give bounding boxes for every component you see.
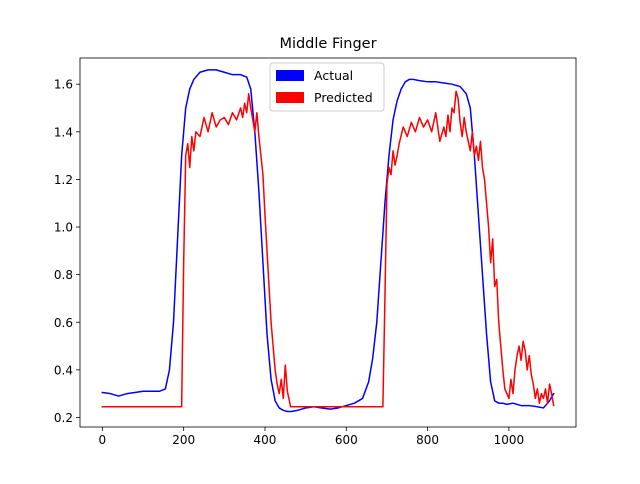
plot-area [101,69,555,413]
series-group [101,69,555,413]
x-tick-label: 0 [99,433,107,447]
y-tick-label: 0.2 [54,411,73,425]
legend-swatch-actual [276,70,304,81]
series-line-actual [101,69,555,413]
chart-title: Middle Finger [279,36,376,52]
x-tick-label: 400 [254,433,277,447]
series-line-predicted [101,90,555,408]
axes-frame [79,57,577,428]
y-tick-label: 0.4 [54,363,73,377]
y-tick-label: 0.8 [54,268,73,282]
x-tick-label: 1000 [494,433,525,447]
x-tick-label: 200 [172,433,195,447]
x-tick-label: 600 [335,433,358,447]
legend-label-predicted: Predicted [314,90,373,105]
x-tick-label: 800 [416,433,439,447]
y-tick-label: 1.4 [54,125,73,139]
y-tick-label: 1.2 [54,173,73,187]
y-tick-label: 1.6 [54,78,73,92]
legend-label-actual: Actual [314,68,353,83]
y-tick-label: 0.6 [54,316,73,330]
legend: Actual Predicted [269,62,385,112]
legend-swatch-predicted [276,92,304,103]
axes: 0 200 400 600 800 1000 0.2 0.4 0.6 0.8 1.0 1.2 1.4 1.… [54,57,577,447]
y-tick-label: 1.0 [54,221,73,235]
